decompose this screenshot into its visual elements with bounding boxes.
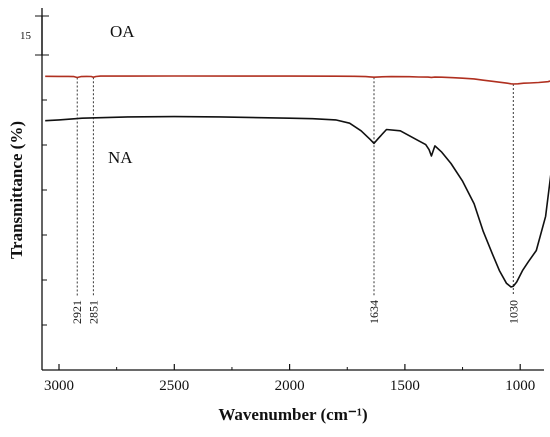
y-axis-title: Transmittance (%) <box>7 121 26 259</box>
annotation-label-2921: 2921 <box>70 300 84 324</box>
scale-bar: 15 <box>20 15 49 56</box>
series-label-na: NA <box>108 148 133 167</box>
peak-annotations: 2921285116341030778532472 <box>70 77 520 324</box>
series-lines <box>45 75 550 288</box>
x-axis-ticks: 30002500200015001000500 <box>44 364 535 394</box>
series-label-oa: OA <box>110 22 135 41</box>
x-tick-label-2000: 2000 <box>275 378 305 394</box>
x-tick-label-3000: 3000 <box>44 378 74 394</box>
series-line-na <box>45 115 550 288</box>
series-line-oa <box>45 75 550 85</box>
x-tick-label-2500: 2500 <box>159 378 189 394</box>
annotation-label-2851: 2851 <box>86 300 100 324</box>
x-tick-label-1000: 1000 <box>505 378 535 394</box>
annotation-label-1634: 1634 <box>367 300 381 324</box>
plot-frame <box>41 8 544 371</box>
x-axis-title: Wavenumber (cm⁻¹) <box>218 405 367 424</box>
x-tick-label-1500: 1500 <box>390 378 420 394</box>
annotation-label-1030: 1030 <box>506 300 520 324</box>
y-axis-ticks <box>42 54 47 371</box>
scale-bar-label: 15 <box>20 30 32 42</box>
